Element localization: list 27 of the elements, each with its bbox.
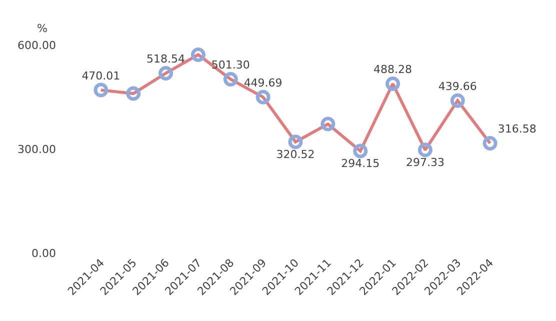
data-label: 294.15 <box>341 157 380 170</box>
y-axis-title: % <box>37 22 48 35</box>
point <box>288 134 303 150</box>
data-label: 320.52 <box>276 148 315 162</box>
point <box>320 116 336 132</box>
data-label: 470.01 <box>82 69 120 82</box>
point <box>223 72 238 86</box>
point <box>126 86 141 101</box>
point <box>482 136 498 150</box>
point <box>386 76 400 91</box>
y-tick-label: 600.00 <box>18 38 56 52</box>
data-label: 501.30 <box>211 58 250 72</box>
data-label: 439.66 <box>438 80 477 93</box>
y-tick-label: 300.00 <box>18 142 56 156</box>
data-label: 518.54 <box>146 52 186 66</box>
point <box>94 82 108 98</box>
y-tick-label: 0.00 <box>32 246 56 260</box>
data-label: 449.69 <box>244 76 282 90</box>
point <box>190 47 206 62</box>
point <box>418 142 432 158</box>
point <box>450 93 465 108</box>
data-label: 488.28 <box>374 63 412 76</box>
point <box>158 66 174 80</box>
point <box>256 90 270 104</box>
data-label: 316.58 <box>498 122 536 136</box>
point <box>353 144 368 158</box>
data-label: 297.33 <box>406 156 444 170</box>
